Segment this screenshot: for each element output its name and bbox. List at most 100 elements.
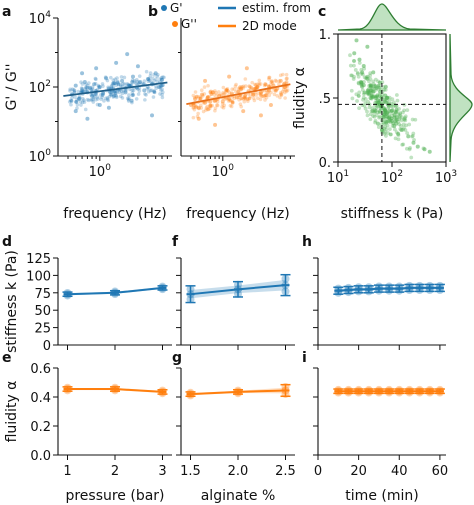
density-point [361,95,366,100]
density-point [255,85,259,90]
data-point [80,71,85,76]
density-point [363,100,368,105]
density-point [368,88,373,93]
density-point [402,117,407,121]
density-point [100,95,104,100]
density-point [90,87,95,91]
density-point [257,91,261,96]
density-point [111,95,116,99]
density-point [91,97,95,102]
y-axis-label: stiffness k (Pa) [4,250,20,353]
density-point [352,63,356,68]
density-point [355,72,360,76]
density-point [219,92,223,97]
density-point [71,88,76,92]
density-point [369,109,374,114]
data-point [227,74,232,79]
density-point [84,89,88,93]
density-point [105,96,110,100]
density-point [372,114,377,119]
data-point [213,122,218,127]
data-point [251,92,256,97]
density-point [205,96,210,100]
density-point [255,96,260,101]
density-point [401,142,406,147]
density-point [393,109,398,114]
density-point [400,142,405,147]
density-point [233,84,238,89]
density-point [198,96,203,101]
x-tick-label: 100 [212,163,235,180]
density-point [372,83,377,88]
density-point [137,80,142,85]
data-point [379,128,384,132]
density-point [272,88,276,92]
density-point [392,112,397,117]
density-point [127,93,131,97]
density-point [253,83,258,87]
density-point [78,96,82,100]
y-tick-label: 0. [319,156,331,171]
density-point [84,85,88,90]
density-point [390,97,395,102]
density-point [382,131,387,136]
density-point [109,75,113,80]
density-point [269,80,273,84]
density-point [118,94,123,99]
density-point [377,115,381,120]
density-point [360,88,365,92]
density-point [196,111,200,116]
density-point [69,99,74,103]
data-point [392,124,397,129]
density-point [134,97,139,101]
density-point [366,92,371,97]
density-point [208,103,213,108]
density-point [160,83,165,88]
density-point [134,78,139,82]
density-point [121,88,126,93]
density-point [254,93,258,97]
density-point [262,93,267,98]
density-point [270,80,274,84]
density-point [129,80,134,84]
density-point [366,89,371,94]
density-point [191,115,196,120]
density-point [160,90,165,95]
density-point [274,79,279,84]
density-point [86,98,91,103]
data-point [239,86,244,91]
density-point [220,102,225,106]
density-point [114,95,119,100]
density-point [377,108,382,113]
data-point [396,131,401,136]
density-point [363,97,368,101]
panel-label-f: f [172,234,179,250]
density-point [155,74,160,79]
density-point [351,77,356,81]
density-point [228,103,233,108]
density-point [283,96,287,100]
density-point [357,90,362,95]
density-point [394,110,398,115]
density-point [266,84,271,89]
density-point [273,78,278,83]
data-point [243,93,248,98]
density-point [117,90,122,95]
density-point [70,95,74,100]
data-point [371,70,376,75]
density-point [146,79,151,84]
density-point [202,85,207,89]
y-axis-label: G' / G'' [4,64,20,111]
data-point [153,71,158,76]
data-point [234,95,239,100]
density-point [238,87,242,91]
density-point [365,88,370,93]
density-point [376,85,381,90]
density-point [362,90,367,95]
density-point [397,115,402,120]
density-point [265,91,269,95]
x-tick-label: 100 [89,163,112,180]
density-point [252,87,256,91]
density-point [279,92,284,96]
data-point [111,81,116,86]
